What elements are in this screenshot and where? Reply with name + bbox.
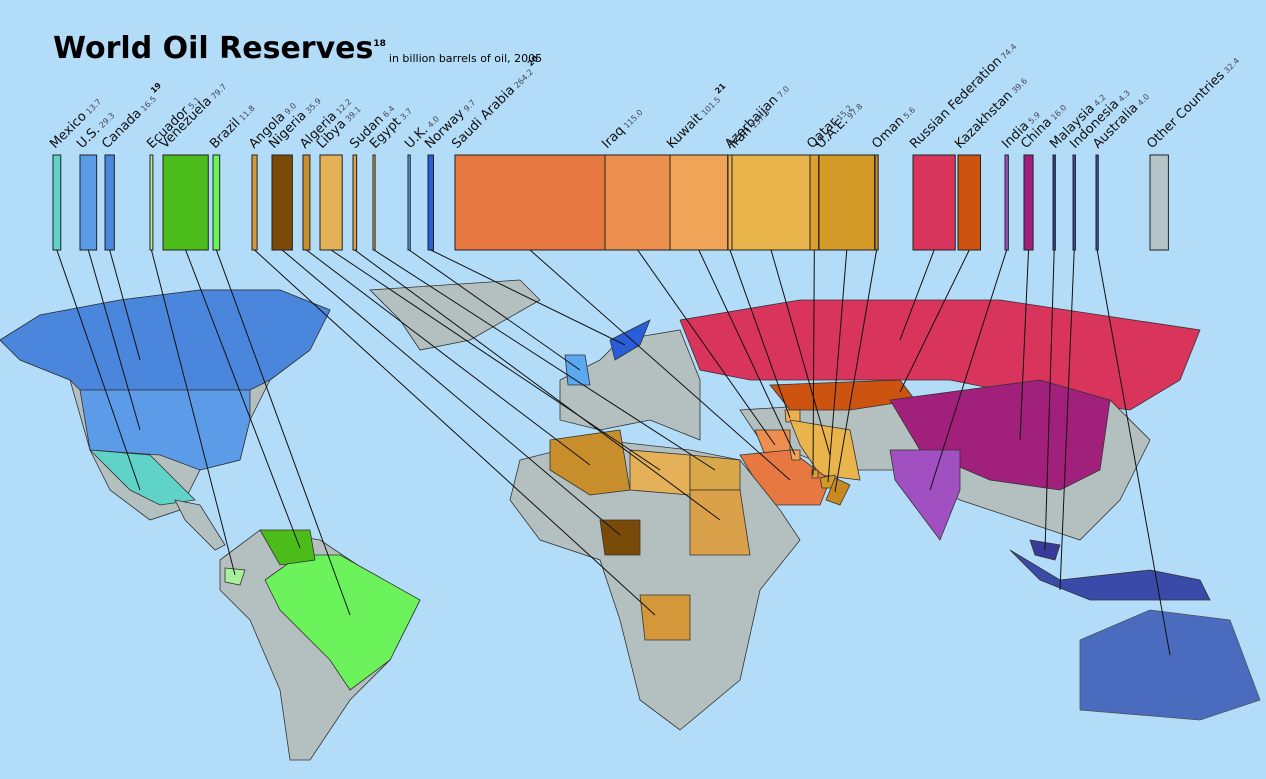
bar xyxy=(669,154,729,251)
oman-shape xyxy=(825,477,851,506)
bar xyxy=(372,154,376,251)
bar xyxy=(162,154,209,251)
algeria-shape xyxy=(549,429,631,496)
leader-line xyxy=(306,249,591,466)
bar xyxy=(1004,154,1009,251)
ecuador-shape xyxy=(224,567,246,586)
bar xyxy=(1072,154,1076,251)
bar xyxy=(731,154,811,251)
kazakhstan-shape xyxy=(769,379,916,411)
nigeria-shape xyxy=(599,519,641,556)
chart-title: World Oil Reserves xyxy=(53,31,373,66)
bar xyxy=(727,154,733,251)
leader-line xyxy=(408,249,581,371)
leader-line xyxy=(1096,249,1171,656)
leader-line xyxy=(698,249,796,456)
bar xyxy=(874,154,879,251)
bar xyxy=(1095,154,1099,251)
leader-line xyxy=(281,249,621,536)
bar xyxy=(454,154,606,251)
bar xyxy=(407,154,411,251)
bar xyxy=(149,154,154,251)
bar xyxy=(319,154,343,251)
leader-line xyxy=(929,249,1008,491)
bar xyxy=(427,154,435,251)
bar xyxy=(1023,154,1034,251)
egypt-shape xyxy=(689,454,741,491)
leader-line xyxy=(1019,249,1030,441)
leader-line xyxy=(109,249,141,361)
leader-line xyxy=(1059,249,1075,591)
bar xyxy=(957,154,981,251)
norway-shape xyxy=(609,319,651,361)
subtitle: in billion barrels of oil, 2005 xyxy=(389,52,542,65)
leader-line xyxy=(254,249,656,616)
bar xyxy=(104,154,115,251)
sudan-shape xyxy=(689,489,751,556)
title-footnote: 18 xyxy=(373,39,386,49)
bar xyxy=(251,154,258,251)
leader-line xyxy=(812,249,815,476)
india-shape xyxy=(889,449,961,541)
leader-line xyxy=(330,249,661,471)
europe xyxy=(559,329,701,441)
mexico-shape xyxy=(88,449,196,506)
leader-line xyxy=(529,249,791,481)
angola-shape xyxy=(639,594,691,641)
leader-line xyxy=(899,249,970,393)
leader-line xyxy=(430,249,626,346)
leader-line xyxy=(215,249,351,616)
title-line: World Oil Reserves18in billion barrels o… xyxy=(53,31,542,66)
bar xyxy=(52,154,62,251)
leader-line xyxy=(834,249,878,493)
leader-line xyxy=(1044,249,1055,551)
bar xyxy=(604,154,671,251)
leader-line xyxy=(827,249,848,483)
central-america xyxy=(174,499,226,551)
leader-line xyxy=(373,249,716,471)
leader-line xyxy=(637,249,776,446)
bar xyxy=(809,154,820,251)
leader-line xyxy=(87,249,141,431)
iran-shape xyxy=(789,419,861,481)
bar xyxy=(212,154,221,251)
bar xyxy=(912,154,956,251)
leader-line xyxy=(354,249,721,521)
leader-line xyxy=(56,249,141,491)
bar xyxy=(352,154,358,251)
bar xyxy=(818,154,876,251)
australia-shape xyxy=(1079,609,1261,721)
leader-line xyxy=(899,249,935,341)
leader-line xyxy=(770,249,831,456)
map xyxy=(0,279,1261,761)
canada-shape xyxy=(0,289,331,391)
bar xyxy=(1149,154,1169,251)
bar xyxy=(79,154,98,251)
bar xyxy=(302,154,311,251)
leader-line xyxy=(185,249,301,549)
libya-shape xyxy=(629,449,691,496)
leader-line xyxy=(150,249,236,576)
leader-line xyxy=(729,249,791,419)
bar xyxy=(271,154,293,251)
bar xyxy=(1052,154,1056,251)
greenland xyxy=(369,279,541,351)
